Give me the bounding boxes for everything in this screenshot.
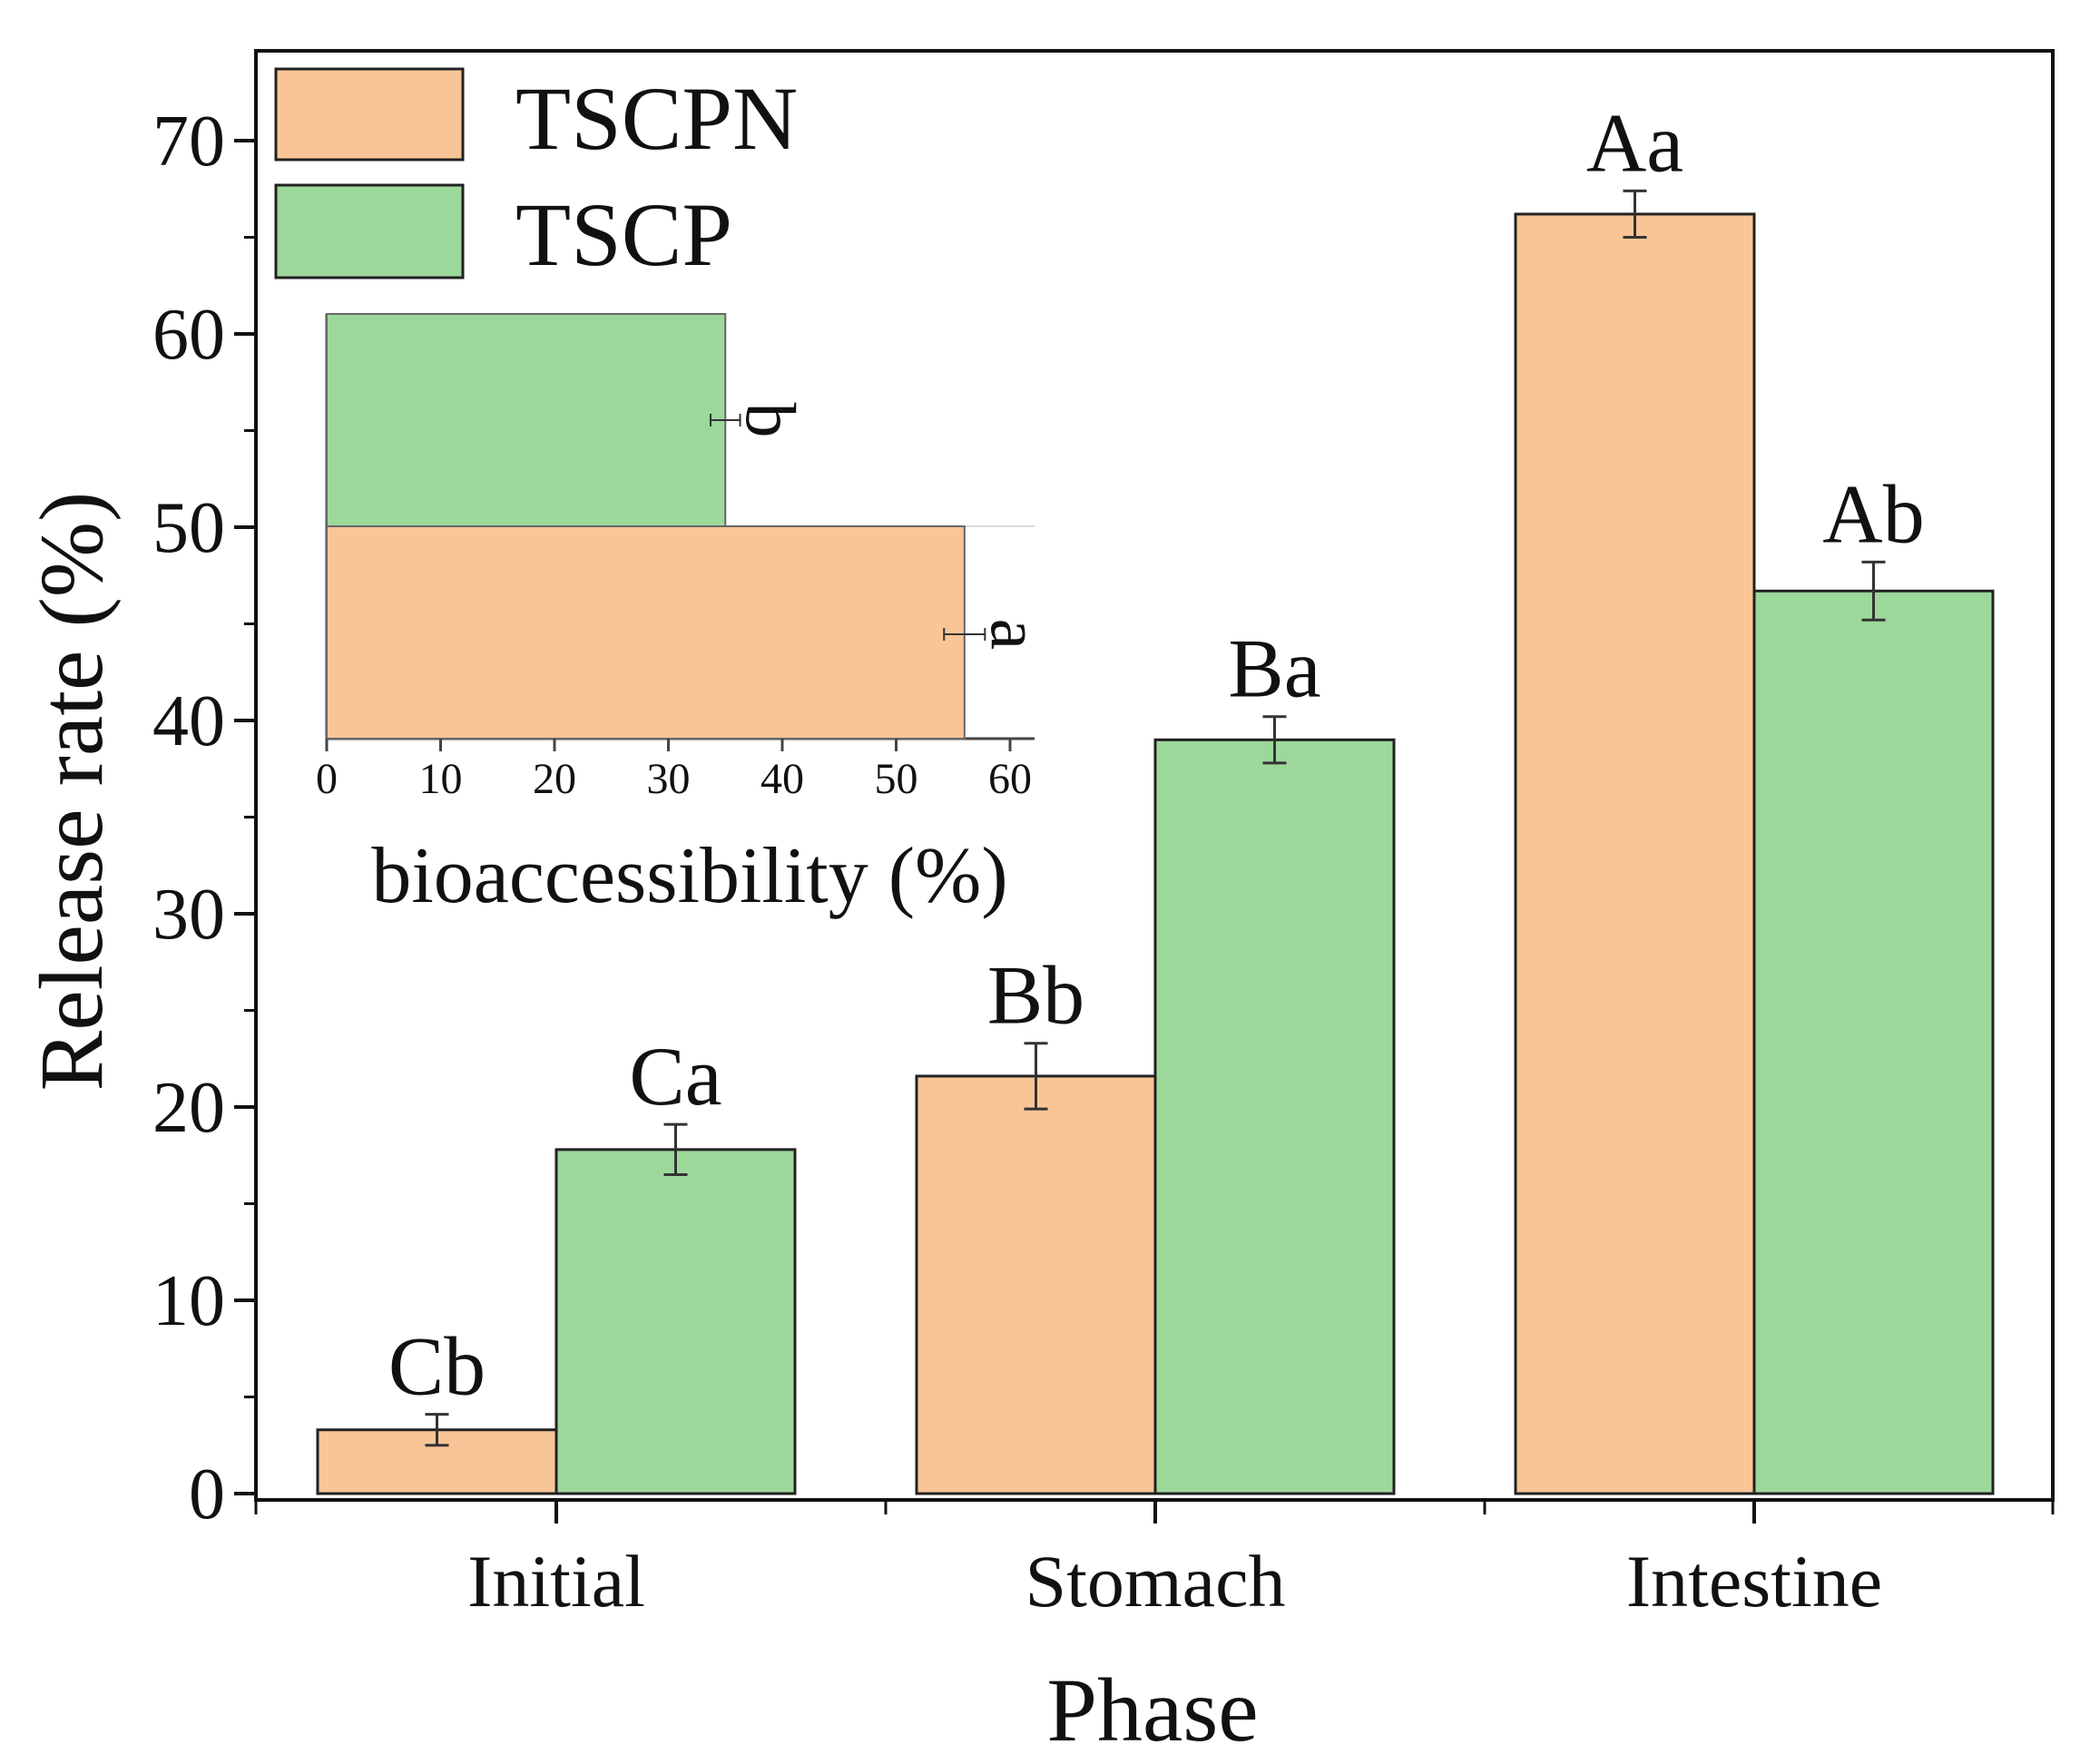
legend: TSCPN TSCP bbox=[274, 67, 798, 285]
legend-swatch-tscpn bbox=[274, 67, 465, 162]
main-error-bars bbox=[425, 189, 1886, 1447]
y-axis-title: Release rate (%) bbox=[21, 492, 122, 1092]
y-tick-label: 20 bbox=[152, 1068, 225, 1148]
significance-label: Bb bbox=[987, 949, 1084, 1042]
x-category-label: Stomach bbox=[1025, 1540, 1286, 1622]
y-tick-label: 60 bbox=[152, 295, 225, 375]
significance-label: Aa bbox=[1586, 96, 1683, 189]
y-tick-label: 10 bbox=[152, 1261, 225, 1341]
x-category-label: Intestine bbox=[1626, 1540, 1882, 1622]
inset-x-tick-label: 40 bbox=[760, 755, 804, 803]
inset-x-tick-label: 20 bbox=[533, 755, 576, 803]
y-tick-label: 30 bbox=[152, 875, 225, 955]
significance-label: Ca bbox=[629, 1030, 721, 1122]
y-tick-label: 0 bbox=[189, 1455, 225, 1534]
inset-bioaccessibility-chart: a b 0 10 20 30 40 50 60 bbox=[316, 313, 1055, 803]
inset-x-tick-label: 30 bbox=[647, 755, 691, 803]
y-axis: 0 10 20 30 40 50 60 70 bbox=[152, 102, 256, 1534]
x-category-label: Initial bbox=[467, 1540, 645, 1622]
bar-tscp-intestine bbox=[1752, 589, 1995, 1495]
inset-bar-tscp bbox=[326, 313, 727, 527]
bar-tscpn-intestine bbox=[1514, 212, 1756, 1495]
inset-bar-tscpn bbox=[326, 525, 966, 740]
inset-x-tick-label: 0 bbox=[316, 755, 338, 803]
legend-label-tscp: TSCP bbox=[515, 184, 732, 285]
y-tick-label: 70 bbox=[152, 102, 225, 181]
inset-x-tick-label: 60 bbox=[988, 755, 1032, 803]
main-significance-labels: Cb Ca Bb Ba Aa Ab bbox=[388, 96, 1925, 1412]
y-tick-label: 50 bbox=[152, 488, 225, 568]
significance-label: Cb bbox=[388, 1320, 486, 1413]
inset-significance-label: a bbox=[976, 619, 1055, 651]
inset-x-tick-label: 50 bbox=[875, 755, 918, 803]
x-axis: Initial Stomach Intestine bbox=[254, 1500, 2055, 1622]
inset-x-axis-title: bioaccessibility (%) bbox=[371, 832, 1007, 920]
bar-tscp-initial bbox=[554, 1148, 797, 1495]
significance-label: Ba bbox=[1228, 622, 1320, 715]
legend-label-tscpn: TSCPN bbox=[515, 68, 798, 169]
bar-tscpn-stomach bbox=[915, 1074, 1157, 1495]
x-axis-title: Phase bbox=[1046, 1660, 1258, 1760]
inset-significance-label: b bbox=[731, 403, 810, 438]
y-tick-label: 40 bbox=[152, 681, 225, 761]
bar-tscp-stomach bbox=[1153, 738, 1396, 1495]
inset-x-tick-label: 10 bbox=[419, 755, 463, 803]
legend-swatch-tscp bbox=[274, 183, 465, 279]
significance-label: Ab bbox=[1822, 467, 1924, 560]
main-bars bbox=[316, 212, 1995, 1495]
